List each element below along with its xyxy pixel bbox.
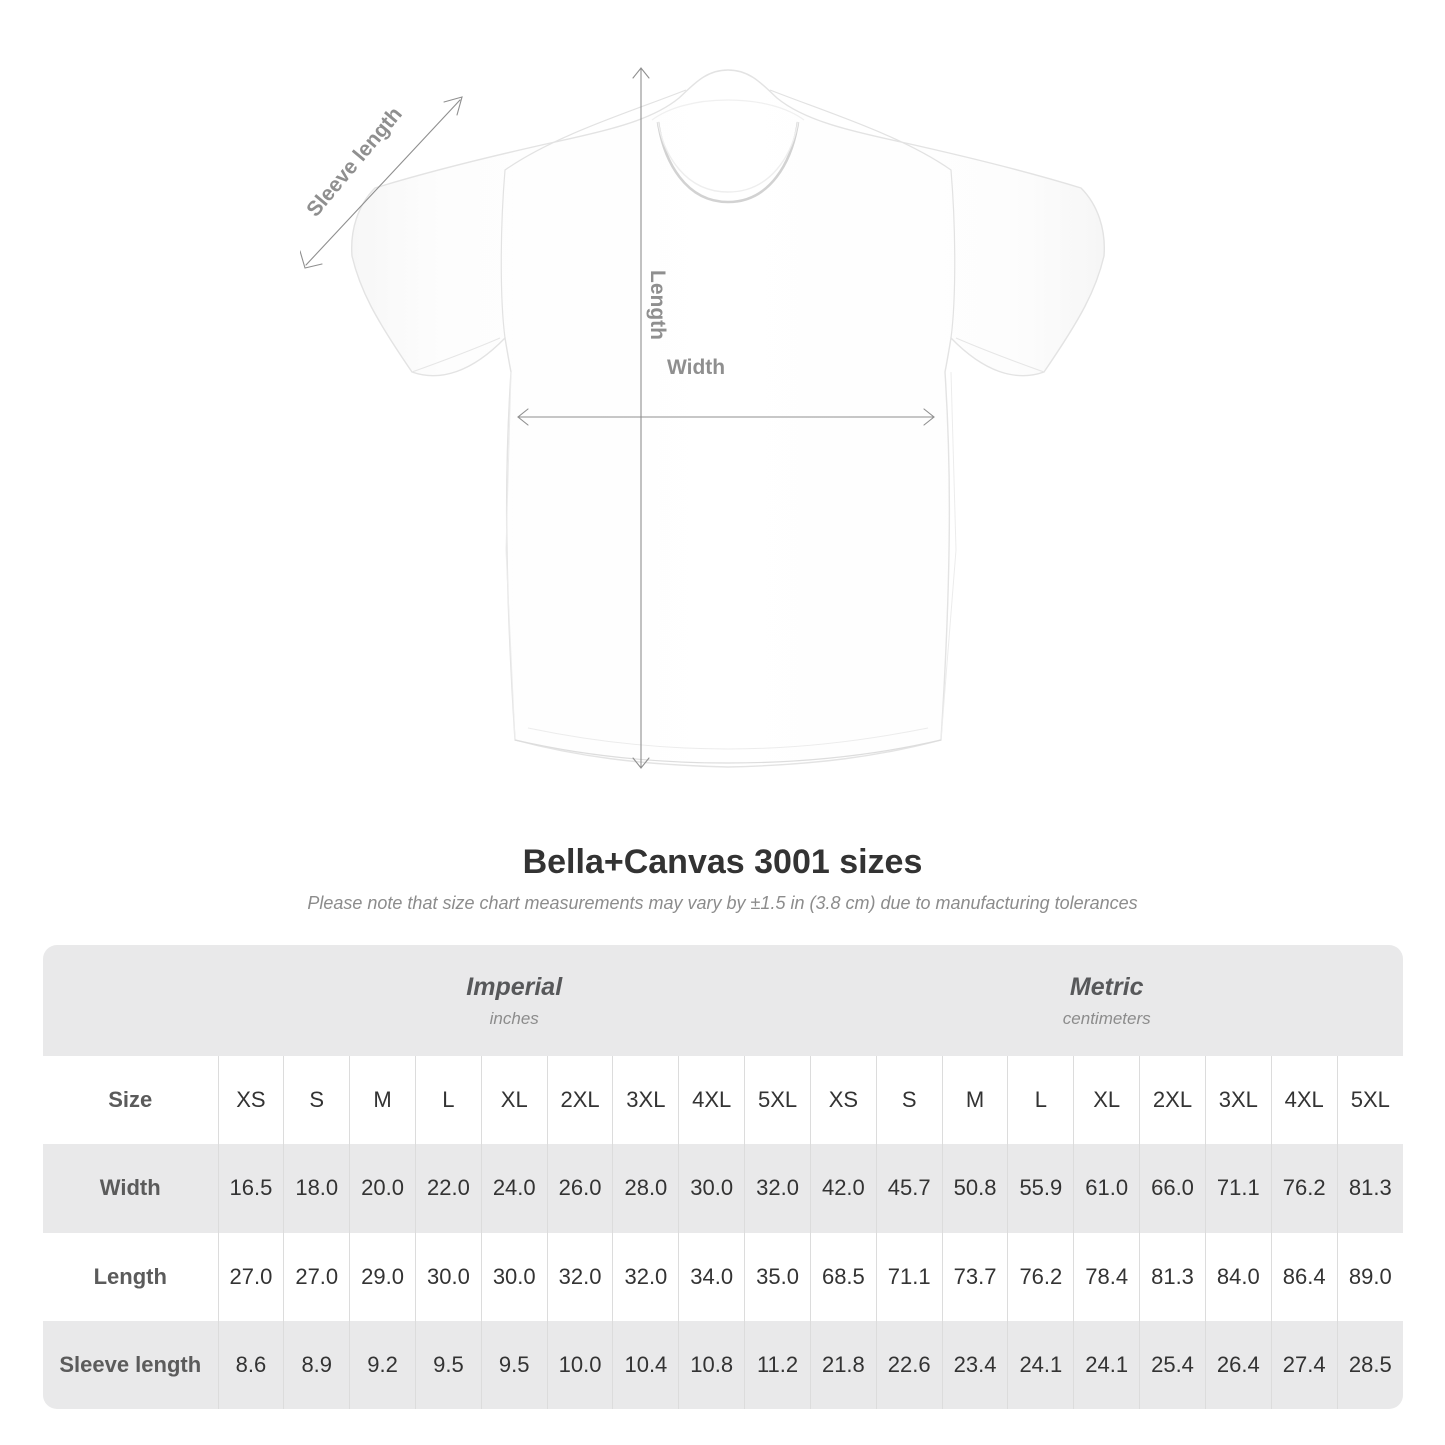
svg-text:Length: Length xyxy=(646,270,669,340)
svg-text:Width: Width xyxy=(667,356,725,379)
